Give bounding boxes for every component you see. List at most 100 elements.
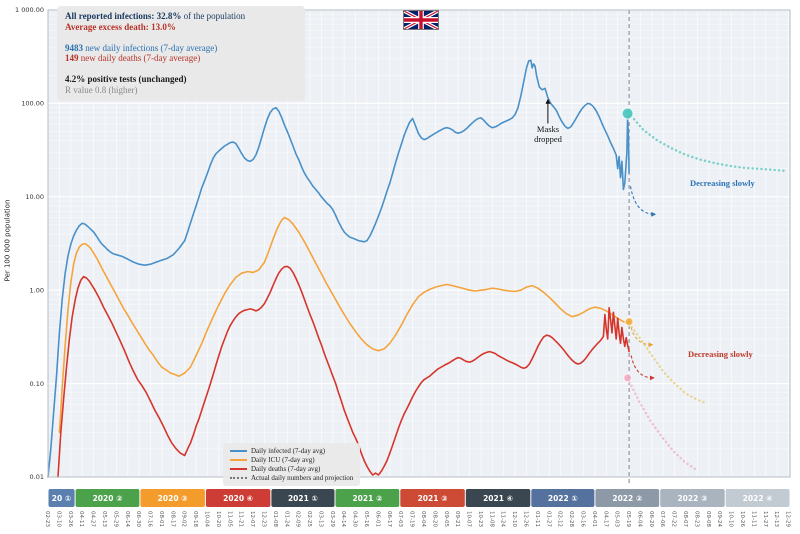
- icu-current-marker: [624, 316, 634, 327]
- masks-dropped-annotation: Masks dropped: [520, 124, 576, 144]
- quarter-band-label: 2020 ③: [158, 494, 188, 503]
- x-tick-label: 03-26: [67, 511, 73, 527]
- decreasing-slowly-infected-label: Decreasing slowly: [690, 178, 755, 188]
- quarter-band: [465, 489, 531, 507]
- quarter-band-label: 2020 ④: [223, 494, 253, 503]
- legend-line-infected-swatch: [230, 450, 247, 453]
- legend-item-actual: Actual daily numbers and projection: [230, 473, 353, 482]
- y-tick-label: 0.01: [30, 473, 44, 481]
- x-tick-label: 05-03: [614, 511, 620, 527]
- x-tick-label: 08-17: [169, 511, 175, 527]
- x-tick-label: 02-25: [306, 511, 312, 527]
- quarter-band: [335, 489, 400, 507]
- x-tick-label: 10-20: [215, 511, 221, 527]
- x-tick-label: 04-27: [90, 511, 96, 527]
- quarter-band-label: 2021 ③: [418, 494, 448, 503]
- x-tick-label: 03-16: [580, 511, 586, 527]
- quarter-band-label: 20 ①: [52, 494, 72, 503]
- x-tick-label: 06-30: [135, 511, 141, 527]
- x-tick-label: 12-07: [249, 511, 255, 527]
- x-tick-label: 12-29: [785, 511, 791, 527]
- legend-line-icu-swatch: [230, 459, 247, 462]
- x-tick-label: 09-02: [181, 511, 187, 527]
- x-tick-label: 04-01: [591, 511, 597, 527]
- deaths-projection: [626, 376, 698, 471]
- quarter-band: [400, 489, 465, 507]
- x-tick-label: 04-30: [352, 511, 358, 527]
- x-tick-label: 07-22: [671, 511, 677, 527]
- masks-annotation-line2: dropped: [534, 133, 562, 144]
- icu-projection: [627, 322, 708, 405]
- x-tick-label: 11-08: [488, 511, 494, 527]
- deaths-current-marker: [622, 373, 633, 383]
- x-tick-label: 03-13: [317, 511, 323, 527]
- x-tick-label: 08-07: [682, 511, 688, 527]
- x-tick-label: 05-29: [112, 511, 118, 527]
- x-tick-label: 05-13: [101, 511, 107, 527]
- x-tick-label: 11-21: [238, 511, 244, 527]
- quarter-band: [75, 489, 140, 507]
- y-tick-label: 1 000.00: [15, 6, 44, 14]
- x-tick-label: 04-11: [78, 511, 84, 527]
- stat-reported-value: 32.8%: [156, 11, 182, 21]
- stat-positive-value: 4.2%: [65, 74, 86, 85]
- quarter-band: [48, 489, 75, 507]
- stat-reported-rest: of the population: [183, 11, 246, 21]
- x-tick-label: 09-21: [454, 511, 460, 527]
- x-tick-label: 03-29: [329, 511, 335, 527]
- quarter-band: [271, 489, 335, 507]
- stat-infections-rest: new daily infections (7-day average): [85, 42, 218, 53]
- stat-r-value: R value 0.8 (higher): [65, 84, 138, 95]
- quarter-band-label: 2022 ①: [548, 494, 578, 503]
- quarter-band-label: 2021 ④: [483, 494, 513, 503]
- x-tick-label: 11-05: [226, 511, 232, 527]
- x-tick-label: 02-23: [44, 511, 50, 527]
- legend-line-deaths-swatch: [230, 467, 247, 470]
- y-tick-label: 1.00: [30, 286, 44, 294]
- legend-label-icu: Daily ICU (7-day avg): [251, 456, 315, 465]
- stat-daily-deaths: 149 new daily deaths (7-day average): [65, 53, 297, 64]
- legend-item-icu: Daily ICU (7-day avg): [230, 456, 353, 465]
- x-tick-label: 11-27: [762, 511, 768, 527]
- quarter-band-label: 2022 ③: [677, 494, 707, 503]
- x-tick-label: 09-05: [443, 511, 449, 527]
- stat-positive-rest: positive tests (unchanged): [87, 74, 187, 85]
- quarter-band: [725, 489, 790, 507]
- x-tick-label: 06-01: [374, 511, 380, 527]
- quarter-band: [205, 489, 271, 507]
- deaths-trend-arrow: [630, 355, 655, 381]
- x-tick-label: 09-18: [192, 511, 198, 527]
- legend-item-infected: Daily infected (7-day avg): [230, 447, 353, 456]
- x-tick-label: 08-04: [420, 511, 426, 527]
- x-tick-label: 06-17: [386, 511, 392, 527]
- legend-dotted-swatch: [230, 476, 247, 479]
- x-tick-label: 07-19: [409, 511, 415, 527]
- quarter-band-label: 2022 ④: [743, 494, 773, 503]
- x-tick-label: 09-08: [705, 511, 711, 527]
- x-tick-label: 12-23: [261, 511, 267, 527]
- stat-reported-label: All reported infections:: [65, 11, 155, 21]
- stat-excess-death: Average excess death: 13.0%: [65, 22, 297, 33]
- stat-excess-label: Average excess death:: [65, 21, 149, 32]
- x-tick-label: 06-20: [648, 511, 654, 527]
- x-tick-label: 12-10: [511, 511, 517, 527]
- legend-item-deaths: Daily deaths (7-day avg): [230, 465, 353, 474]
- stat-infections-value: 9483: [65, 42, 83, 53]
- x-tick-label: 10-26: [739, 511, 745, 527]
- x-tick-label: 05-19: [625, 511, 631, 527]
- x-tick-label: 07-16: [147, 511, 153, 527]
- x-tick-label: 04-14: [340, 511, 346, 527]
- quarter-band-label: 2021 ②: [352, 494, 382, 503]
- x-tick-label: 11-11: [750, 511, 756, 527]
- decreasing-slowly-deaths-label: Decreasing slowly: [688, 349, 753, 359]
- quarter-band: [531, 489, 595, 507]
- x-tick-label: 04-17: [602, 511, 608, 527]
- x-tick-label: 01-27: [545, 511, 551, 527]
- x-tick-label: 06-04: [637, 511, 643, 527]
- y-tick-label: 0.10: [30, 380, 44, 388]
- stat-daily-infections: 9483 new daily infections (7-day average…: [65, 43, 297, 54]
- x-tick-label: 06-14: [124, 511, 130, 527]
- stat-deaths-value: 149: [65, 53, 79, 64]
